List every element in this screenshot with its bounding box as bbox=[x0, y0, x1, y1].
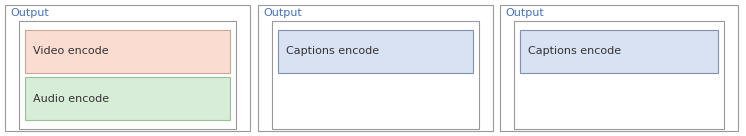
Bar bbox=[5, 5, 250, 131]
Text: Output: Output bbox=[10, 8, 48, 18]
Bar bbox=[258, 5, 493, 131]
Text: Audio encode: Audio encode bbox=[33, 94, 109, 104]
Text: Output: Output bbox=[505, 8, 544, 18]
Bar bbox=[500, 5, 738, 131]
Bar bbox=[19, 21, 236, 129]
Bar bbox=[272, 21, 479, 129]
Bar bbox=[520, 30, 718, 73]
Bar bbox=[278, 30, 473, 73]
Text: Output: Output bbox=[263, 8, 301, 18]
Bar bbox=[514, 21, 724, 129]
Bar bbox=[25, 77, 230, 120]
Text: Captions encode: Captions encode bbox=[528, 46, 621, 56]
Text: Video encode: Video encode bbox=[33, 46, 109, 56]
Bar bbox=[25, 30, 230, 73]
Text: Captions encode: Captions encode bbox=[286, 46, 379, 56]
